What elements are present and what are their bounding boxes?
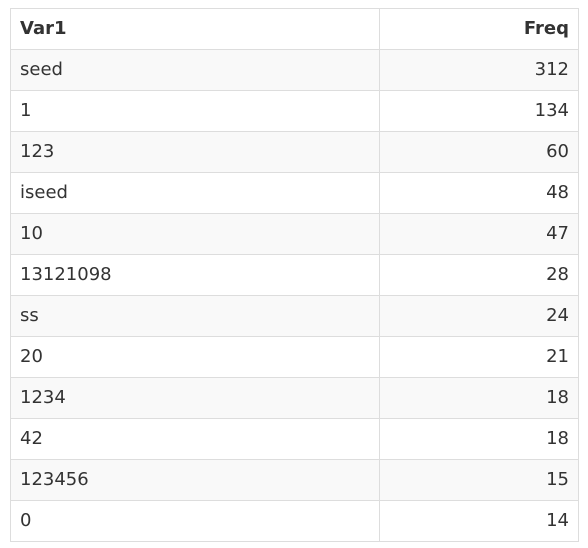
cell-freq: 60 xyxy=(379,131,579,173)
cell-freq: 14 xyxy=(379,500,579,542)
cell-freq: 48 xyxy=(379,172,579,214)
cell-var1: seed xyxy=(10,49,380,91)
cell-freq: 312 xyxy=(379,49,579,91)
table-row: 1 134 xyxy=(10,90,579,132)
cell-freq: 47 xyxy=(379,213,579,255)
table-row: 123 60 xyxy=(10,131,579,173)
frequency-table-container: Var1 Freq seed 312 1 134 123 60 iseed 48 xyxy=(10,8,579,542)
cell-freq: 18 xyxy=(379,418,579,460)
table-row: 10 47 xyxy=(10,213,579,255)
cell-var1: 123 xyxy=(10,131,380,173)
cell-freq: 134 xyxy=(379,90,579,132)
table-row: 13121098 28 xyxy=(10,254,579,296)
cell-var1: 42 xyxy=(10,418,380,460)
table-row: iseed 48 xyxy=(10,172,579,214)
cell-var1: ss xyxy=(10,295,380,337)
header-row: Var1 Freq xyxy=(10,8,579,50)
cell-var1: 20 xyxy=(10,336,380,378)
cell-var1: 13121098 xyxy=(10,254,380,296)
cell-var1: 10 xyxy=(10,213,380,255)
cell-freq: 28 xyxy=(379,254,579,296)
table-body: seed 312 1 134 123 60 iseed 48 10 47 131… xyxy=(10,49,579,542)
table-row: 42 18 xyxy=(10,418,579,460)
cell-var1: iseed xyxy=(10,172,380,214)
cell-freq: 21 xyxy=(379,336,579,378)
cell-freq: 18 xyxy=(379,377,579,419)
cell-freq: 24 xyxy=(379,295,579,337)
column-header-var1: Var1 xyxy=(10,8,380,50)
cell-var1: 1 xyxy=(10,90,380,132)
table-row: seed 312 xyxy=(10,49,579,91)
cell-var1: 0 xyxy=(10,500,380,542)
table-row: ss 24 xyxy=(10,295,579,337)
cell-var1: 123456 xyxy=(10,459,380,501)
column-header-freq: Freq xyxy=(379,8,579,50)
frequency-table: Var1 Freq seed 312 1 134 123 60 iseed 48 xyxy=(10,8,579,542)
table-row: 1234 18 xyxy=(10,377,579,419)
cell-var1: 1234 xyxy=(10,377,380,419)
table-row: 0 14 xyxy=(10,500,579,542)
cell-freq: 15 xyxy=(379,459,579,501)
table-row: 20 21 xyxy=(10,336,579,378)
table-row: 123456 15 xyxy=(10,459,579,501)
table-header: Var1 Freq xyxy=(10,8,579,50)
